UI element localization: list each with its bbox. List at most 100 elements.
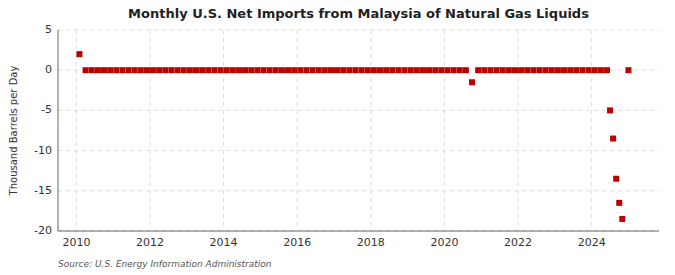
point xyxy=(224,67,230,73)
point xyxy=(451,67,457,73)
point xyxy=(181,67,187,73)
point xyxy=(340,67,346,73)
point xyxy=(138,67,144,73)
point xyxy=(107,67,113,73)
x-grid-line xyxy=(297,30,298,231)
x-tick-label: 2010 xyxy=(62,236,90,249)
point xyxy=(610,136,616,142)
point xyxy=(426,67,432,73)
point xyxy=(487,67,493,73)
x-tick-label: 2022 xyxy=(504,236,532,249)
point xyxy=(211,67,217,73)
point xyxy=(236,67,242,73)
point xyxy=(322,67,328,73)
point xyxy=(586,67,592,73)
point xyxy=(402,67,408,73)
x-tick-label: 2020 xyxy=(430,236,458,249)
y-tick-label: 5 xyxy=(45,23,52,36)
y-axis-label: Thousand Barrels per Day xyxy=(8,66,19,197)
point xyxy=(352,67,358,73)
point xyxy=(549,67,555,73)
point xyxy=(76,51,82,57)
point xyxy=(285,67,291,73)
point xyxy=(389,67,395,73)
point xyxy=(463,67,469,73)
point xyxy=(254,67,260,73)
y-grid-line xyxy=(58,110,659,111)
point xyxy=(438,67,444,73)
point xyxy=(613,176,619,182)
point xyxy=(561,67,567,73)
y-grid-line xyxy=(58,231,659,232)
point xyxy=(579,67,585,73)
x-tick-label: 2018 xyxy=(357,236,385,249)
point xyxy=(604,67,610,73)
x-tick-label: 2014 xyxy=(210,236,238,249)
point xyxy=(555,67,561,73)
y-tick-label: -10 xyxy=(34,144,52,157)
x-axis-line xyxy=(58,231,659,232)
point xyxy=(518,67,524,73)
x-tick-label: 2016 xyxy=(283,236,311,249)
y-tick-label: 0 xyxy=(45,63,52,76)
point xyxy=(383,67,389,73)
point xyxy=(162,67,168,73)
point xyxy=(119,67,125,73)
point xyxy=(524,67,530,73)
y-grid-line xyxy=(58,30,659,31)
point xyxy=(144,67,150,73)
point xyxy=(365,67,371,73)
point xyxy=(377,67,383,73)
point xyxy=(168,67,174,73)
point xyxy=(625,67,631,73)
point xyxy=(242,67,248,73)
point xyxy=(101,67,107,73)
point xyxy=(598,67,604,73)
point xyxy=(248,67,254,73)
y-grid-line xyxy=(58,150,659,151)
point xyxy=(273,67,279,73)
point xyxy=(126,67,132,73)
x-grid-line xyxy=(76,30,77,231)
point xyxy=(193,67,199,73)
point xyxy=(132,67,138,73)
point xyxy=(297,67,303,73)
point xyxy=(267,67,273,73)
point xyxy=(291,67,297,73)
point xyxy=(310,67,316,73)
point xyxy=(607,107,613,113)
point xyxy=(89,67,95,73)
y-axis-line xyxy=(58,30,59,231)
point xyxy=(500,67,506,73)
point xyxy=(175,67,181,73)
point xyxy=(156,67,162,73)
point xyxy=(573,67,579,73)
point xyxy=(260,67,266,73)
point xyxy=(83,67,89,73)
point xyxy=(536,67,542,73)
point xyxy=(414,67,420,73)
title: Monthly U.S. Net Imports from Malaysia o… xyxy=(128,6,589,21)
point xyxy=(494,67,500,73)
point xyxy=(469,79,475,85)
point xyxy=(230,67,236,73)
x-grid-line xyxy=(150,30,151,231)
point xyxy=(475,67,481,73)
point xyxy=(506,67,512,73)
point xyxy=(619,216,625,222)
tick-labels: -20-15-10-505201020122014201620182020202… xyxy=(34,23,606,249)
x-grid-line xyxy=(370,30,371,231)
point xyxy=(567,67,573,73)
point xyxy=(316,67,322,73)
x-grid-line xyxy=(518,30,519,231)
point xyxy=(199,67,205,73)
point xyxy=(592,67,598,73)
point xyxy=(395,67,401,73)
point xyxy=(328,67,334,73)
point xyxy=(530,67,536,73)
point xyxy=(616,200,622,206)
point xyxy=(218,67,224,73)
point xyxy=(408,67,414,73)
grid xyxy=(58,30,659,231)
x-tick-label: 2012 xyxy=(136,236,164,249)
